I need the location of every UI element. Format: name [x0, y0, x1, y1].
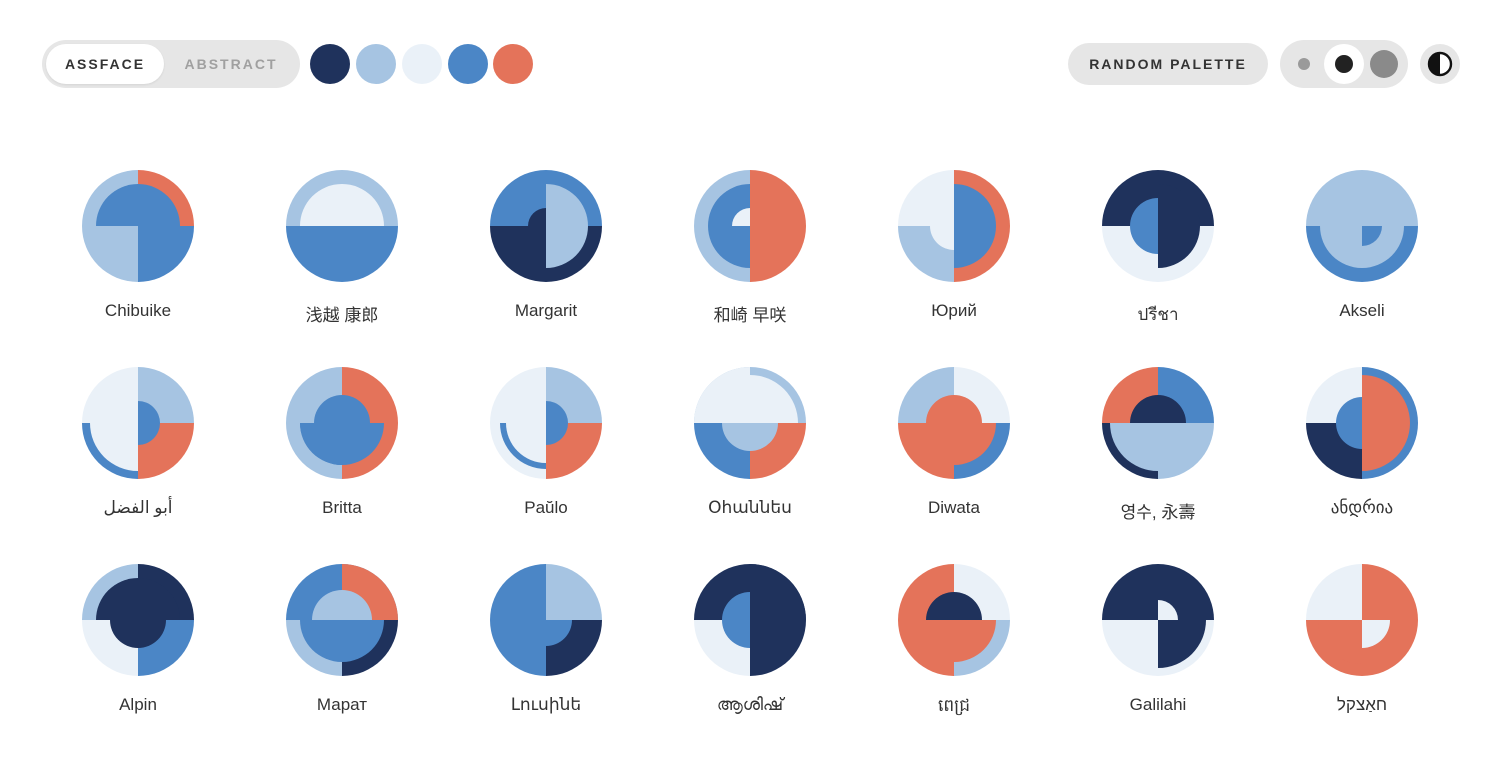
avatar-card[interactable]: Chibuike [57, 170, 217, 350]
avatar-card[interactable]: חאַצקל [1281, 564, 1441, 744]
avatar-image [1102, 564, 1214, 676]
avatar-image [1306, 367, 1418, 479]
avatar-card[interactable]: Юрий [873, 170, 1033, 350]
avatar-card[interactable]: Britta [261, 367, 421, 547]
avatar-card[interactable]: Margarit [465, 170, 625, 350]
avatar-name: ពេជ្រ [937, 696, 971, 715]
avatar-name: Юрий [931, 301, 977, 320]
avatar-card[interactable]: ពេជ្រ [873, 564, 1033, 744]
toolbar: ASSFACE ABSTRACT RANDOM PALETTE [0, 0, 1500, 130]
palette-swatch-4[interactable] [448, 44, 488, 84]
avatar-image [286, 367, 398, 479]
avatar-image [898, 564, 1010, 676]
avatar-image [694, 564, 806, 676]
theme-toggle-button[interactable] [1420, 44, 1460, 84]
avatar-name: 浅越 康郎 [305, 306, 379, 325]
avatar-card[interactable]: Լուսինե [465, 564, 625, 744]
avatar-name: Լուսինե [510, 695, 582, 714]
palette-swatch-5[interactable] [493, 44, 533, 84]
avatar-name: 和崎 早咲 [713, 306, 787, 325]
contrast-icon [1427, 51, 1453, 77]
avatar-card[interactable]: 영수, 永壽 [1077, 367, 1237, 547]
size-medium-option[interactable] [1324, 44, 1364, 84]
avatar-name: חאַצקל [1336, 695, 1388, 714]
avatar-image [898, 367, 1010, 479]
avatar-name: ആശിഷ് [716, 695, 784, 714]
avatar-card[interactable]: ആശിഷ് [669, 564, 829, 744]
avatar-card[interactable]: Galilahi [1077, 564, 1237, 744]
avatar-image [82, 367, 194, 479]
palette-swatch-1[interactable] [310, 44, 350, 84]
avatar-card[interactable]: أبو الفضل [57, 367, 217, 547]
avatar-image [694, 367, 806, 479]
palette-swatch-2[interactable] [356, 44, 396, 84]
avatar-image [490, 564, 602, 676]
palette-swatch-3[interactable] [402, 44, 442, 84]
tab-assface[interactable]: ASSFACE [46, 44, 164, 84]
tab-abstract[interactable]: ABSTRACT [184, 56, 278, 72]
avatar-image [82, 170, 194, 282]
avatar-image [490, 367, 602, 479]
avatar-card[interactable]: ปรีชา [1077, 170, 1237, 350]
avatar-name: Akseli [1339, 301, 1385, 320]
avatar-name: ปรีชา [1137, 305, 1179, 324]
avatar-card[interactable]: 浅越 康郎 [261, 170, 421, 350]
avatar-card[interactable]: ანდრია [1281, 367, 1441, 547]
avatar-name: Օհաննես [708, 498, 792, 517]
size-small-option[interactable] [1284, 44, 1324, 84]
avatar-card[interactable]: Akseli [1281, 170, 1441, 350]
avatar-name: أبو الفضل [103, 498, 173, 517]
random-palette-button[interactable]: RANDOM PALETTE [1068, 43, 1268, 85]
avatar-card[interactable]: Марат [261, 564, 421, 744]
avatar-name: Paŭlo [524, 498, 568, 517]
variant-toggle: ASSFACE ABSTRACT [42, 40, 300, 88]
avatar-card[interactable]: Alpin [57, 564, 217, 744]
avatar-card[interactable]: 和崎 早咲 [669, 170, 829, 350]
avatar-image [1102, 367, 1214, 479]
avatar-image [1306, 170, 1418, 282]
avatar-name: Diwata [928, 498, 980, 517]
avatar-image [286, 564, 398, 676]
avatar-name: Марат [316, 695, 368, 714]
avatar-name: Britta [322, 498, 362, 517]
avatar-name: Galilahi [1129, 695, 1187, 714]
avatar-card[interactable]: Paŭlo [465, 367, 625, 547]
avatar-image [490, 170, 602, 282]
size-selector [1280, 40, 1408, 88]
avatar-image [82, 564, 194, 676]
size-large-option[interactable] [1364, 44, 1404, 84]
avatar-image [694, 170, 806, 282]
avatar-name: 영수, 永壽 [1120, 503, 1196, 522]
avatar-name: Margarit [514, 301, 578, 320]
avatar-image [1306, 564, 1418, 676]
avatar-card[interactable]: Օհաննես [669, 367, 829, 547]
avatar-name: Alpin [119, 695, 157, 714]
avatar-image [1102, 170, 1214, 282]
avatar-image [286, 170, 398, 282]
avatar-card[interactable]: Diwata [873, 367, 1033, 547]
avatar-name: ანდრია [1330, 498, 1394, 517]
avatar-image [898, 170, 1010, 282]
avatar-name: Chibuike [104, 301, 172, 320]
